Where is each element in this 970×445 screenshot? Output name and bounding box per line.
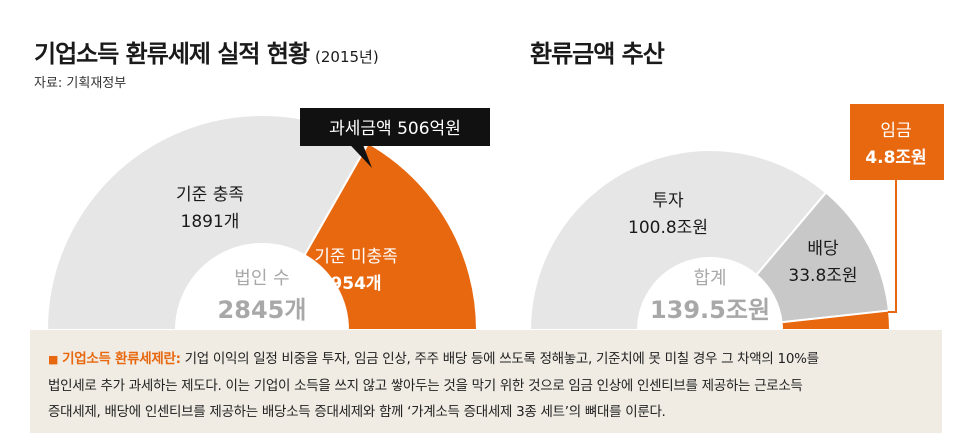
- slice-value-1: 100.8조원: [628, 218, 708, 238]
- slice-label-2: 배당: [807, 239, 839, 259]
- left-title-year: (2015년): [315, 48, 379, 66]
- center-value: 2845개: [218, 296, 307, 324]
- slice-2: [755, 191, 891, 324]
- left-title-text: 기업소득 환류세제 실적 현황: [34, 40, 310, 68]
- note-line-3: 증대세제, 배당에 인센티브를 제공하는 배당소득 증대세제와 함께 ‘가계소득…: [48, 404, 666, 420]
- slice-label-1: 투자: [652, 191, 684, 211]
- slice-value-2: 954개: [330, 274, 381, 294]
- note-text-1: 기업 이익의 일정 비중을 투자, 임금 인상, 주주 배당 등에 쓰도록 정해…: [180, 351, 819, 367]
- bullet-square-icon: ■: [48, 353, 59, 366]
- callout-box: [300, 108, 490, 146]
- wage-leader-line: [888, 180, 897, 313]
- slice-value-1: 1891개: [181, 212, 240, 232]
- source-label: 자료: 기획재정부: [34, 76, 127, 91]
- slice-value-2: 33.8조원: [788, 266, 857, 286]
- slice-value-3: 4.8조원: [865, 148, 926, 168]
- center-label: 합계: [693, 268, 726, 289]
- note-line-2: 법인세로 추가 과세하는 제도다. 이는 기업이 소득을 쓰지 않고 쌓아두는 …: [48, 378, 803, 394]
- slice-label-1: 기준 충족: [176, 185, 244, 205]
- left-chart-title: 기업소득 환류세제 실적 현황 (2015년): [34, 34, 379, 69]
- right-chart-title: 환류금액 추산: [530, 40, 665, 68]
- center-label: 법인 수: [234, 268, 289, 289]
- wage-label-box: [850, 104, 944, 180]
- slice-1: [528, 149, 828, 331]
- slice-label-3: 임금: [880, 121, 911, 141]
- slice-label-2: 기준 미충족: [314, 247, 398, 267]
- center-value: 139.5조원: [650, 296, 770, 324]
- note-heading: 기업소득 환류세제란:: [62, 351, 181, 367]
- note-box: ■ 기업소득 환류세제란: 기업 이익의 일정 비중을 투자, 임금 인상, 주주…: [30, 330, 942, 433]
- callout-text: 과세금액 506억원: [329, 119, 461, 139]
- note-line-1: ■ 기업소득 환류세제란: 기업 이익의 일정 비중을 투자, 임금 인상, 주주…: [48, 346, 924, 373]
- slice-2: [303, 141, 479, 331]
